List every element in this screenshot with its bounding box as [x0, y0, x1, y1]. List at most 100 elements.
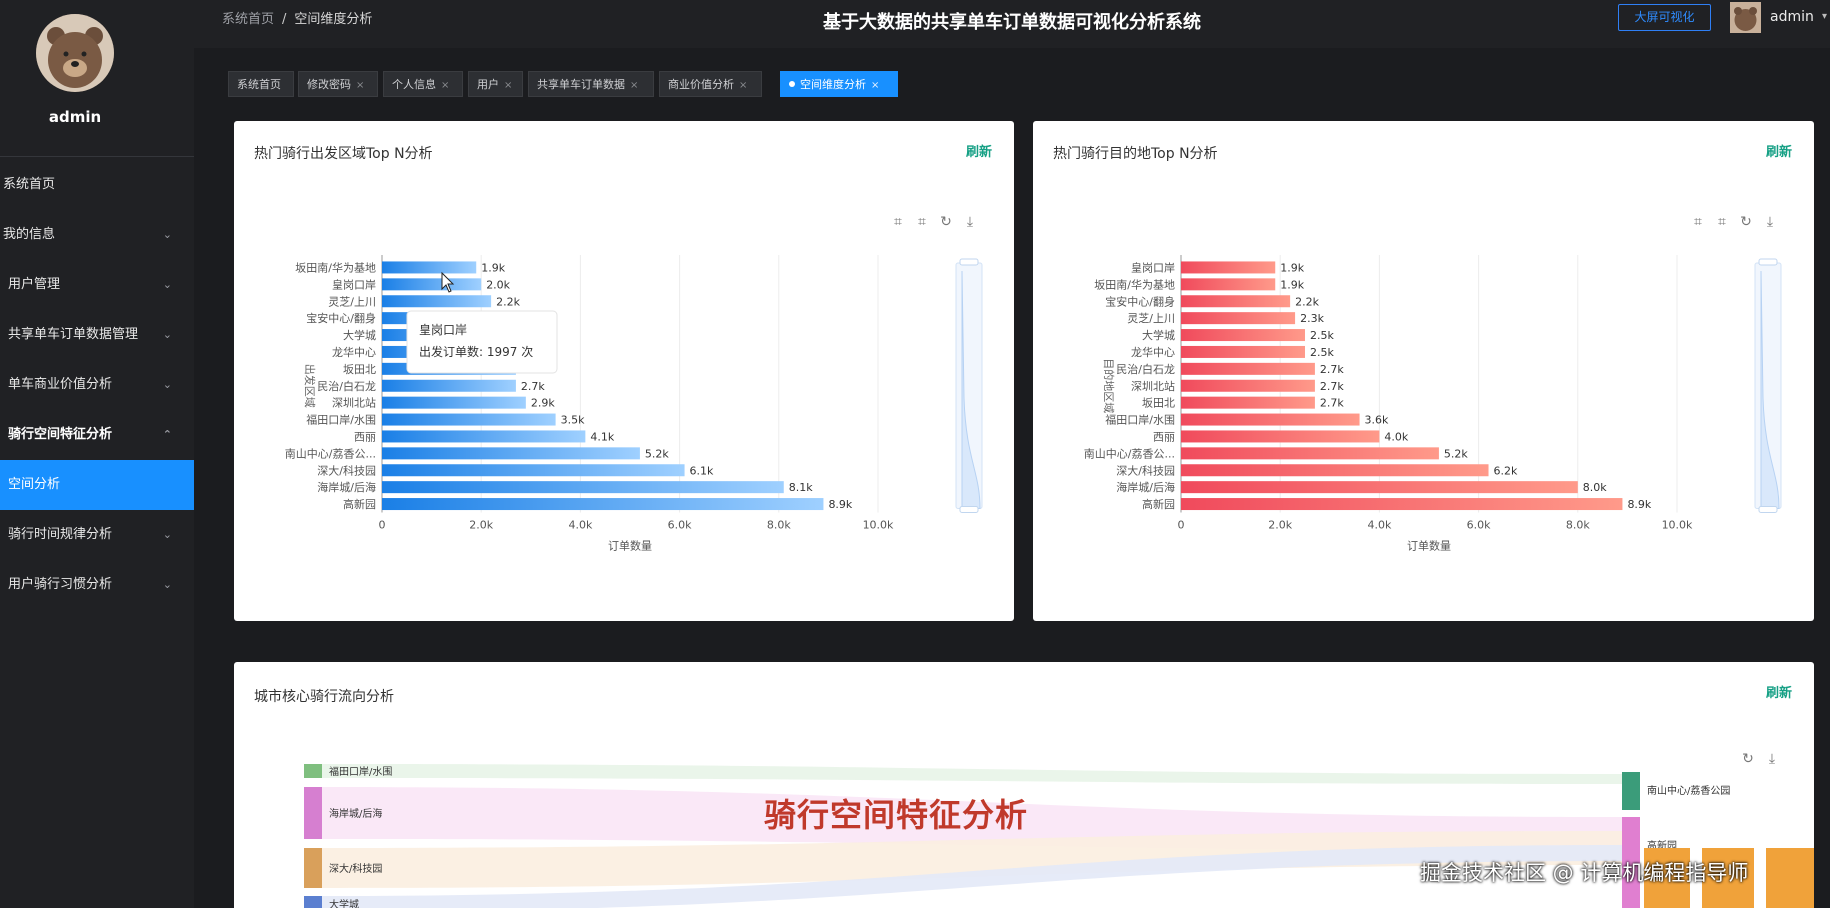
chevron-up-icon: ⌃ [162, 428, 172, 441]
data-label: 8.9k [828, 498, 852, 511]
bar [382, 295, 492, 308]
bar [1181, 278, 1276, 291]
sidebar-item-home[interactable]: 系统首页 [0, 160, 194, 210]
chart-toolbox: ⌗ ⌗ ↻ ⤓ [1686, 211, 1782, 230]
bear-avatar-icon [36, 14, 114, 92]
y-tick-label: 高新园 [343, 497, 376, 511]
tooltip-box [406, 310, 558, 374]
sankey-source-label: 福田口岸/水围 [329, 765, 392, 778]
undo-zoom-icon[interactable]: ⌗ [918, 214, 926, 230]
sidebar-item-business-value[interactable]: 单车商业价值分析 ⌄ [0, 360, 194, 410]
close-icon[interactable]: × [739, 80, 748, 91]
close-icon[interactable]: × [504, 80, 513, 91]
bigscreen-button[interactable]: 大屏可视化 [1618, 4, 1711, 31]
y-tick-label: 深圳北站 [332, 396, 376, 410]
bar [1181, 312, 1296, 325]
y-tick-label: 西丽 [1153, 430, 1175, 443]
sidebar-item-user-management[interactable]: 用户管理 ⌄ [0, 260, 194, 310]
tab-label: 空间维度分析 [800, 78, 866, 91]
y-tick-label: 南山中心/荔香公... [285, 447, 376, 460]
bar [1181, 261, 1276, 274]
sankey-target-node [1622, 772, 1640, 810]
x-tick-label: 6.0k [1467, 519, 1491, 532]
data-label: 2.7k [1320, 363, 1344, 376]
tab-label: 修改密码 [307, 78, 351, 91]
close-icon[interactable]: × [441, 80, 450, 91]
download-icon[interactable]: ⤓ [1768, 751, 1776, 767]
tab-change-password[interactable]: 修改密码 × [298, 71, 378, 97]
close-icon[interactable]: × [871, 80, 880, 91]
sidebar: admin 系统首页 我的信息 ⌄ 用户管理 ⌄ 共享单车订单数据管理 ⌄ 单车商业价… [0, 0, 194, 908]
bar [382, 481, 784, 494]
download-icon[interactable]: ⤓ [966, 214, 974, 230]
sidebar-item-time-patterns[interactable]: 骑行时间规律分析 ⌄ [0, 510, 194, 560]
caret-down-icon[interactable]: ▾ [1822, 11, 1828, 22]
crop-icon[interactable]: ⌗ [1694, 214, 1702, 230]
sidebar-user-block: admin [0, 0, 194, 157]
y-tick-label: 海岸城/后海 [1116, 480, 1175, 494]
refresh-button[interactable]: 刷新 [1765, 145, 1792, 160]
sidebar-item-spatial-analysis[interactable]: 空间分析 [0, 460, 194, 510]
data-label: 3.6k [1365, 414, 1389, 427]
x-tick-label: 8.0k [1566, 519, 1590, 532]
sankey-source-label: 深大/科技园 [329, 862, 382, 875]
header-avatar[interactable] [1730, 2, 1761, 33]
download-icon[interactable]: ⤓ [1766, 214, 1774, 230]
y-tick-label: 高新园 [1142, 497, 1175, 511]
crop-icon[interactable]: ⌗ [894, 214, 902, 230]
restore-icon[interactable]: ↻ [1742, 751, 1754, 767]
refresh-button[interactable]: 刷新 [1765, 686, 1792, 701]
y-tick-label: 民治/白石龙 [1116, 362, 1175, 376]
sidebar-item-riding-habits[interactable]: 用户骑行习惯分析 ⌄ [0, 560, 194, 610]
x-axis-title: 订单数量 [1407, 540, 1451, 553]
y-tick-label: 大学城 [1142, 328, 1175, 342]
restore-icon[interactable]: ↻ [1740, 214, 1752, 230]
tab-order-data[interactable]: 共享单车订单数据 × [528, 71, 654, 97]
datazoom-handle-top [959, 258, 979, 266]
chevron-down-icon: ⌄ [162, 578, 172, 591]
close-icon[interactable]: × [356, 80, 365, 91]
sidebar-menu: 系统首页 我的信息 ⌄ 用户管理 ⌄ 共享单车订单数据管理 ⌄ 单车商业价值分析 ⌄ 骑… [0, 160, 194, 610]
tab-personal-info[interactable]: 个人信息 × [383, 71, 463, 97]
breadcrumb-home[interactable]: 系统首页 [222, 12, 275, 27]
bar [1181, 295, 1291, 308]
bar [1181, 413, 1360, 426]
y-tick-label: 坂田南/华为基地 [1094, 277, 1175, 291]
top-header: 系统首页 / 空间维度分析 基于大数据的共享单车订单数据可视化分析系统 大屏可视化 … [194, 0, 1830, 48]
start-region-panel: 热门骑行出发区域Top N分析 刷新 ⌗ ⌗ ↻ ⤓ 0 2.0k 4.0k 6.0k 8.0… [234, 121, 1014, 621]
tooltip-value: 出发订单数: 1997 次 [419, 344, 533, 359]
avatar[interactable] [36, 14, 114, 92]
data-label: 1.9k [481, 261, 505, 274]
sidebar-item-order-data-management[interactable]: 共享单车订单数据管理 ⌄ [0, 310, 194, 360]
destination-panel: 热门骑行目的地Top N分析 刷新 ⌗ ⌗ ↻ ⤓ 0 2.0k 4.0k 6.0k 8.0k… [1033, 121, 1814, 621]
header-username[interactable]: admin [1770, 9, 1814, 25]
undo-zoom-icon[interactable]: ⌗ [1718, 214, 1726, 230]
start-region-chart: 0 2.0k 4.0k 6.0k 8.0k 10.0k 订单数量 出发区域 坂田南/华为基地 1.… [285, 255, 983, 553]
y-tick-label: 海岸城/后海 [317, 480, 376, 494]
tab-users[interactable]: 用户 × [468, 71, 523, 97]
y-tick-label: 坂田北 [1142, 397, 1175, 410]
refresh-button[interactable]: 刷新 [965, 145, 992, 160]
data-label: 2.3k [1300, 312, 1324, 325]
close-icon[interactable]: × [630, 80, 639, 91]
x-axis-title: 订单数量 [608, 540, 652, 553]
sidebar-item-spatial-features[interactable]: 骑行空间特征分析 ⌃ [0, 410, 194, 460]
tab-spatial-analysis[interactable]: 空间维度分析 × [780, 71, 898, 97]
sankey-flow [322, 845, 1622, 908]
sidebar-item-my-info[interactable]: 我的信息 ⌄ [0, 210, 194, 260]
bar [1181, 481, 1578, 494]
sankey-source-node [304, 896, 322, 908]
tab-home[interactable]: 系统首页 [228, 71, 294, 97]
tab-label: 商业价值分析 [668, 78, 734, 91]
sidebar-item-label: 空间分析 [8, 477, 61, 492]
destination-chart: 0 2.0k 4.0k 6.0k 8.0k 10.0k 订单数量 目的地区域 皇岗口岸 1.9k 坂… [1084, 255, 1782, 553]
restore-icon[interactable]: ↻ [940, 214, 952, 230]
sankey-source-label: 海岸城/后海 [329, 807, 382, 820]
sankey-source-node [304, 764, 322, 778]
tooltip-title: 皇岗口岸 [419, 323, 467, 337]
bar [382, 430, 586, 443]
y-tick-label: 灵芝/上川 [1127, 312, 1175, 325]
tab-business-value[interactable]: 商业价值分析 × [659, 71, 762, 97]
chevron-down-icon: ⌄ [162, 278, 172, 291]
y-tick-label: 皇岗口岸 [1131, 260, 1175, 274]
